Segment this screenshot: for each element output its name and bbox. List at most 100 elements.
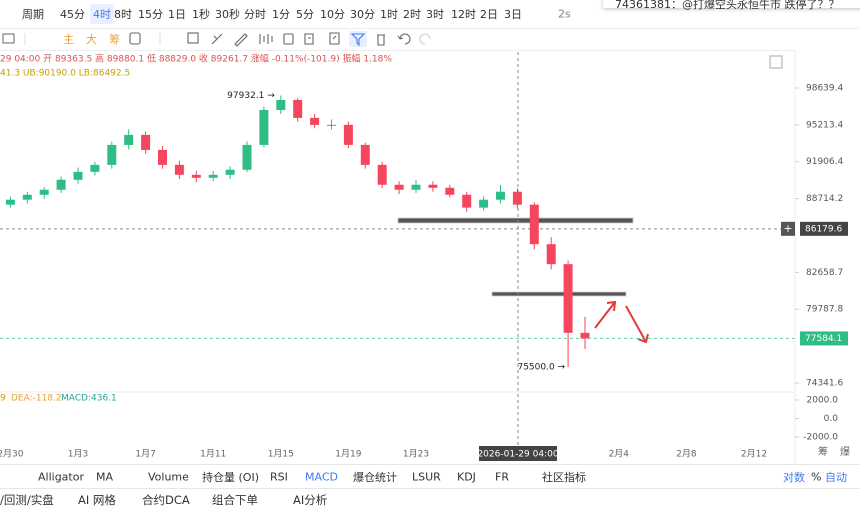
- candle-body: [377, 164, 387, 185]
- candle-body: [580, 332, 590, 339]
- candle-body: [293, 99, 303, 118]
- tool-button[interactable]: 主: [63, 33, 74, 46]
- macd-label: MACD:436.1: [61, 394, 117, 404]
- candle-body: [208, 174, 218, 178]
- tool-button[interactable]: 大: [86, 33, 97, 46]
- macd-prefix: 9: [0, 394, 6, 404]
- candle-body: [5, 199, 15, 205]
- price-axis-bg: [795, 50, 860, 464]
- period-button[interactable]: 30秒: [215, 8, 240, 21]
- x-tick-label: 1月7: [135, 449, 155, 460]
- drawing-toolbar: 主大筹: [0, 28, 860, 51]
- indicator-tab[interactable]: 持仓量 (OI): [202, 470, 259, 484]
- scale-option[interactable]: %: [811, 470, 822, 483]
- candle-body: [445, 187, 455, 195]
- x-tick-label: 2月12: [741, 449, 767, 460]
- period-button[interactable]: 8时: [114, 8, 132, 21]
- period-button[interactable]: 5分: [296, 8, 314, 21]
- indicator-tab[interactable]: KDJ: [457, 470, 476, 483]
- candle-body: [360, 144, 370, 165]
- period-button[interactable]: 分时: [244, 8, 266, 21]
- period-button[interactable]: 45分: [60, 8, 85, 21]
- y-tick-label: 82658.7: [806, 268, 843, 278]
- period-button[interactable]: 1分: [272, 8, 290, 21]
- period-button[interactable]: 1日: [168, 8, 186, 21]
- period-button[interactable]: 2时: [403, 8, 421, 21]
- candle-body: [259, 109, 269, 145]
- indicator-tab[interactable]: 爆仓统计: [353, 470, 397, 484]
- period-button[interactable]: 15分: [138, 8, 163, 21]
- period-button[interactable]: 12时: [451, 8, 476, 21]
- bottom-tab[interactable]: 合约DCA: [142, 493, 190, 507]
- bottom-tab[interactable]: AI 网格: [78, 493, 116, 507]
- tool-button[interactable]: 筹: [109, 33, 120, 46]
- arrows: [594, 300, 649, 344]
- y-tick-label: 91906.4: [806, 157, 843, 167]
- indicator-tab[interactable]: LSUR: [412, 470, 441, 483]
- candle-body: [242, 144, 252, 170]
- candle-body: [563, 264, 573, 333]
- candle-body: [191, 174, 201, 178]
- y-tick-label: 79787.8: [806, 305, 843, 315]
- bottom-tab[interactable]: 组合下单: [212, 493, 258, 507]
- indicator-tab[interactable]: Alligator: [38, 470, 84, 483]
- x-tick-label: 2月4: [609, 449, 630, 460]
- candle-body: [124, 134, 134, 145]
- candle-body: [394, 184, 404, 190]
- candle-body: [158, 149, 167, 165]
- indicator-tab[interactable]: MACD: [305, 470, 338, 483]
- candle-body: [225, 169, 235, 175]
- candle-body: [327, 124, 336, 126]
- indicator-tab[interactable]: FR: [495, 470, 509, 483]
- side-button: 爆: [840, 446, 850, 458]
- indicator-tab[interactable]: 社区指标: [542, 470, 586, 484]
- y-tick-label: 98639.4: [806, 83, 843, 93]
- crosshair-plus: [781, 221, 795, 236]
- indicator-tab[interactable]: Volume: [148, 470, 189, 483]
- refresh-rate[interactable]: 2s: [558, 7, 571, 21]
- x-tick-label: 1月11: [200, 449, 226, 460]
- period-button[interactable]: 4时: [90, 4, 114, 24]
- candle-body: [546, 244, 556, 265]
- indicator-tab[interactable]: MA: [96, 470, 114, 483]
- period-button[interactable]: 3时: [426, 8, 444, 21]
- crosshair-time: 2026-01-29 04:00: [477, 450, 558, 460]
- period-button[interactable]: 1时: [380, 8, 398, 21]
- x-tick-label: 1月23: [403, 449, 429, 460]
- bottom-tab[interactable]: AI分析: [293, 493, 328, 507]
- x-tick-label: 2月8: [676, 449, 697, 460]
- period-button[interactable]: 30分: [350, 8, 375, 21]
- period-button[interactable]: 10分: [320, 8, 345, 21]
- support-line: [397, 217, 634, 224]
- period-button[interactable]: 1秒: [192, 8, 210, 21]
- crosshair-price: 86179.6: [805, 224, 842, 234]
- candle-body: [411, 184, 421, 190]
- tool-icons: [2, 31, 431, 47]
- indicator-bar: Alligator MA Volume 持仓量 (OI) RSI MACD 爆仓统计 LSUR…: [0, 464, 860, 488]
- scale-option[interactable]: 自动: [825, 470, 847, 484]
- candle-body: [343, 124, 353, 145]
- y-tick-label: 95213.4: [806, 120, 843, 130]
- x-tick-label: 1月19: [335, 449, 361, 460]
- period-button[interactable]: 2日: [480, 8, 498, 21]
- candle-body: [479, 199, 489, 208]
- current-price-box: [800, 331, 848, 346]
- current-price: 77584.1: [805, 334, 842, 344]
- y-tick-label: 74341.6: [806, 378, 843, 388]
- candle-body: [512, 191, 522, 205]
- candle-body: [107, 144, 117, 165]
- period-menu[interactable]: 周期: [22, 8, 44, 21]
- boll-info: 41.3 UB:90190.0 LB:86492.5: [0, 69, 130, 79]
- indicator-tab[interactable]: RSI: [270, 470, 288, 483]
- bottom-tabs: /回测/实盘 AI 网格 合约DCA 组合下单 AI分析: [0, 488, 860, 511]
- resistance-line: [491, 291, 627, 297]
- macd-tick-label: 0.0: [824, 414, 839, 424]
- scale-option[interactable]: 对数: [783, 470, 805, 484]
- candle-body: [276, 99, 286, 110]
- low-label: 75500.0 →: [517, 362, 565, 372]
- candle-body: [462, 194, 472, 208]
- bottom-tab[interactable]: /回测/实盘: [0, 493, 54, 507]
- crosshair-time-box: [479, 446, 557, 461]
- period-button[interactable]: 3日: [504, 8, 522, 21]
